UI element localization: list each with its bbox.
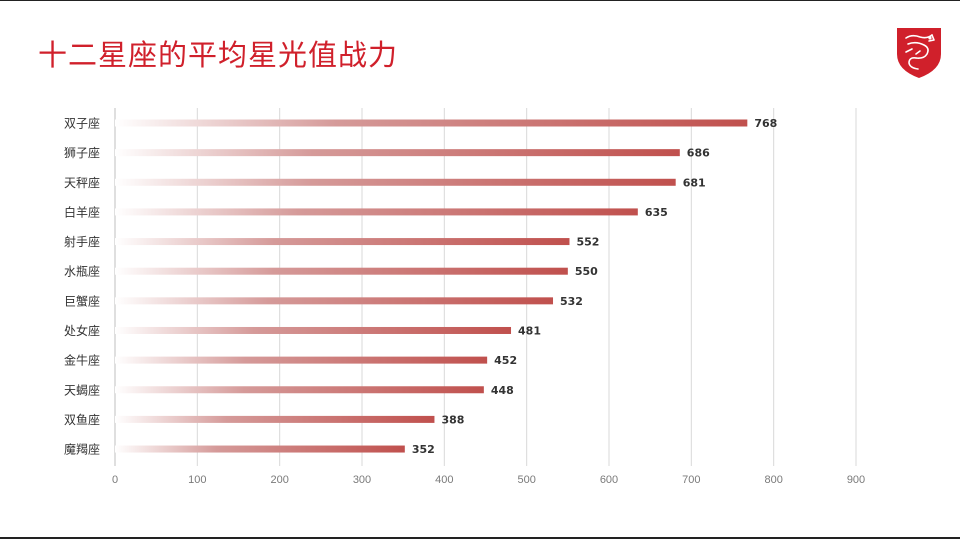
bar	[115, 238, 570, 246]
value-label: 686	[687, 147, 710, 160]
bar	[115, 326, 512, 334]
bar	[115, 149, 680, 157]
category-label: 双子座	[64, 116, 100, 131]
bar	[115, 386, 484, 394]
value-label: 481	[518, 324, 541, 337]
category-label: 金牛座	[64, 353, 100, 368]
value-label: 388	[441, 413, 464, 426]
category-label: 魔羯座	[64, 442, 100, 457]
x-tick-label: 400	[435, 474, 453, 486]
bar	[115, 119, 748, 127]
x-tick-label: 600	[600, 474, 618, 486]
bar	[115, 178, 676, 186]
x-tick-label: 700	[682, 474, 700, 486]
bottom-border-line	[0, 537, 960, 539]
category-label: 双鱼座	[64, 412, 100, 427]
x-tick-label: 300	[353, 474, 371, 486]
value-label: 681	[683, 176, 706, 189]
bar	[115, 208, 638, 216]
bar	[115, 415, 435, 423]
x-tick-label: 900	[847, 474, 865, 486]
dragon-shield-logo	[897, 28, 941, 78]
value-label: 552	[576, 236, 599, 249]
value-label: 635	[645, 206, 668, 219]
bar	[115, 297, 554, 305]
x-tick-label: 500	[517, 474, 535, 486]
x-tick-label: 800	[764, 474, 782, 486]
category-label: 水瓶座	[64, 264, 100, 279]
value-label: 550	[575, 265, 598, 278]
category-label: 白羊座	[64, 204, 100, 219]
category-label: 天秤座	[64, 175, 100, 190]
value-label: 532	[560, 295, 583, 308]
value-label: 352	[412, 443, 435, 456]
bar	[115, 356, 488, 364]
x-tick-label: 200	[270, 474, 288, 486]
dragon-icon	[905, 34, 935, 70]
value-label: 768	[754, 117, 777, 130]
value-label: 448	[491, 384, 514, 397]
category-label: 巨蟹座	[64, 293, 100, 308]
category-label: 射手座	[64, 234, 100, 249]
top-border-line	[0, 0, 960, 1]
category-label: 处女座	[64, 323, 100, 338]
x-tick-label: 100	[188, 474, 206, 486]
category-label: 天蝎座	[64, 382, 100, 397]
bar	[115, 267, 568, 275]
x-tick-label: 0	[112, 474, 118, 486]
bar	[115, 445, 405, 453]
value-label: 452	[494, 354, 517, 367]
category-label: 狮子座	[64, 145, 100, 160]
page-title: 十二星座的平均星光值战力	[38, 38, 399, 72]
